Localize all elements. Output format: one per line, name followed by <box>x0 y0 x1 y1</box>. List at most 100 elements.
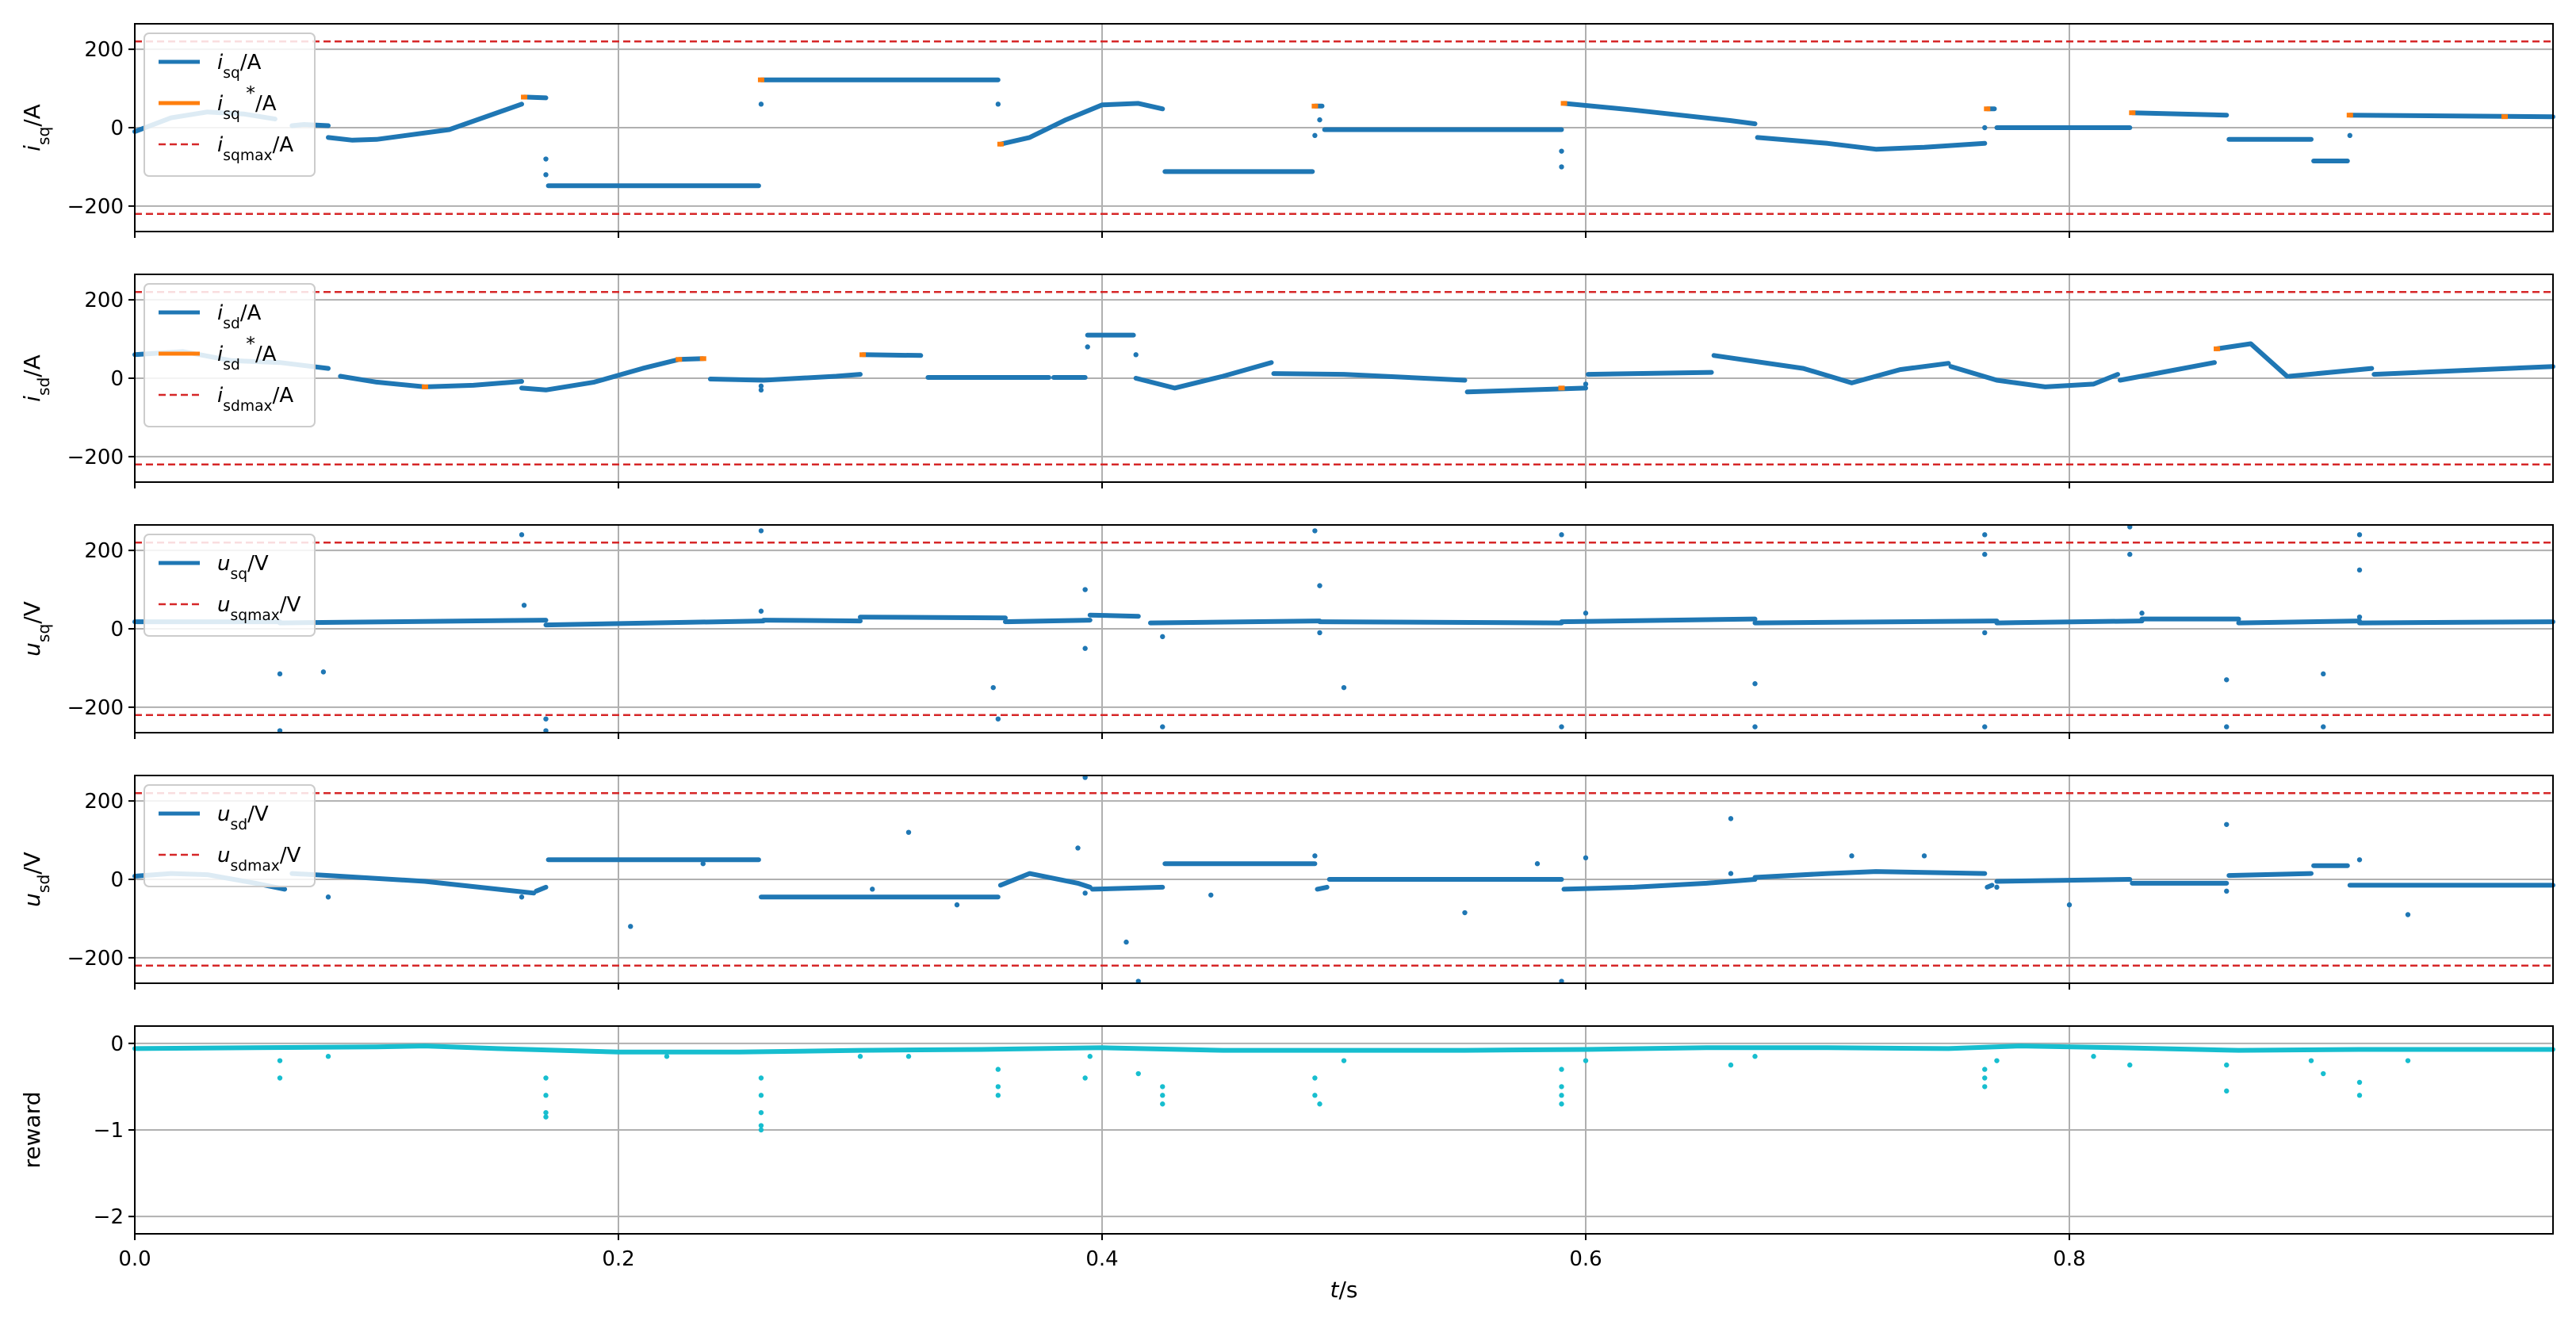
data-point <box>1135 1070 1141 1077</box>
data-point <box>2321 1070 2326 1077</box>
x-tick-label: 0.0 <box>118 1247 151 1271</box>
data-point <box>2224 724 2230 730</box>
data-point <box>990 684 996 691</box>
legend-label: isdmax/A <box>217 384 293 415</box>
data-point <box>1728 816 1734 821</box>
series-line <box>132 1044 2555 1055</box>
y-tick-label: −200 <box>67 446 124 469</box>
data-point <box>1728 1062 1734 1068</box>
data-point <box>2347 132 2352 139</box>
series-line <box>1752 869 1988 880</box>
data-point <box>277 1075 283 1081</box>
y-tick-label: 0 <box>110 618 124 641</box>
data-point <box>857 1054 863 1059</box>
data-point <box>905 829 912 835</box>
data-point <box>1583 611 1589 616</box>
series-line <box>1586 370 1714 377</box>
data-point <box>1559 724 1564 730</box>
x-tick-label: 0.2 <box>602 1247 634 1271</box>
data-point <box>1728 871 1734 876</box>
series-line <box>997 871 1093 890</box>
legend-label: isq/A <box>217 51 262 82</box>
series-line <box>2236 618 2362 626</box>
data-point <box>870 887 875 892</box>
data-point <box>2321 724 2326 730</box>
panel-4: 200 0 −200 usd/V usd/V usdmax/V <box>19 775 2555 990</box>
series-line <box>1561 101 1758 127</box>
series-line <box>1315 884 1330 892</box>
y-axis-label: usq/V <box>19 601 53 657</box>
data-point <box>543 172 549 178</box>
reference-point <box>1560 101 1567 106</box>
series-line <box>2226 871 2314 879</box>
y-tick-label: −2 <box>94 1205 124 1229</box>
data-point <box>2356 857 2363 863</box>
data-point <box>1082 1075 1088 1081</box>
data-point <box>1312 132 1318 139</box>
data-point <box>1994 884 2000 890</box>
series-line <box>2130 110 2230 118</box>
legend-box <box>144 534 316 637</box>
data-point <box>1583 381 1589 387</box>
data-point <box>1082 890 1088 896</box>
series-line <box>1133 360 1274 391</box>
series-line <box>1948 364 2120 389</box>
data-point <box>758 1123 764 1128</box>
data-point <box>758 1127 764 1133</box>
data-point <box>1982 630 1988 636</box>
data-point <box>2127 1062 2133 1068</box>
data-point <box>1583 1058 1589 1063</box>
data-point <box>1312 853 1318 859</box>
data-point <box>1752 681 1758 687</box>
reference-point <box>1984 106 1991 112</box>
data-point <box>1133 352 1139 358</box>
data-point <box>1752 1054 1758 1059</box>
data-point <box>1559 164 1564 170</box>
data-point <box>1982 124 1988 131</box>
legend-box <box>144 283 316 427</box>
data-point <box>1317 117 1322 123</box>
series-line <box>519 356 706 393</box>
series-line <box>1985 883 1995 890</box>
series-line <box>1711 353 1951 385</box>
data-point <box>1559 532 1564 538</box>
series-line <box>2214 341 2290 379</box>
reference-point <box>422 384 428 389</box>
series-line <box>534 884 549 894</box>
y-axis-label: reward <box>19 1092 45 1169</box>
data-point <box>2127 551 2133 557</box>
legend-label: usd/V <box>217 802 269 833</box>
data-point <box>1160 634 1166 640</box>
legend-label: isd */A <box>217 332 277 373</box>
data-point <box>2308 1058 2314 1063</box>
data-point <box>758 387 764 393</box>
data-point <box>758 1109 764 1116</box>
data-point <box>758 101 764 107</box>
data-point <box>628 924 633 929</box>
data-point <box>905 1054 912 1059</box>
series-line <box>997 101 1166 147</box>
reference-point <box>859 352 867 358</box>
reference-point <box>2501 114 2508 120</box>
data-point <box>1160 724 1166 730</box>
data-point <box>1208 892 1214 898</box>
data-point <box>1341 684 1347 691</box>
data-point <box>2356 1079 2363 1086</box>
data-point <box>543 1109 549 1116</box>
data-point <box>1160 1101 1166 1107</box>
data-point <box>700 861 706 867</box>
data-point <box>1160 1084 1166 1089</box>
y-axis-label: isd/A <box>19 354 53 402</box>
data-point <box>277 1058 283 1063</box>
data-point <box>325 1054 331 1059</box>
data-point <box>1312 528 1318 534</box>
data-point <box>1921 853 1927 859</box>
data-point <box>1752 724 1758 730</box>
legend-label: isd/A <box>217 301 262 332</box>
data-point <box>1559 1067 1564 1072</box>
data-point <box>543 1093 549 1098</box>
data-point <box>1312 1093 1318 1098</box>
legend-label: isq */A <box>217 82 277 123</box>
y-tick-label: −200 <box>67 947 124 971</box>
